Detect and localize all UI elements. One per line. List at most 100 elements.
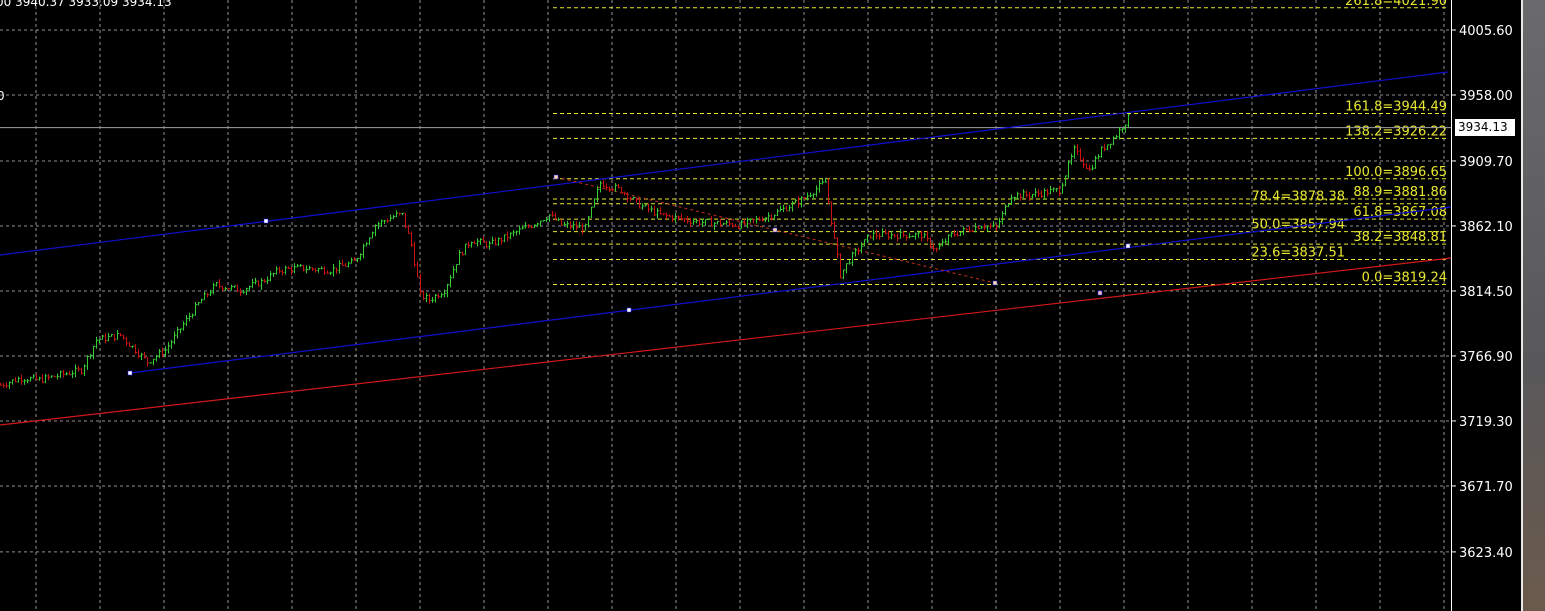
price-bar [863,239,866,247]
price-bar [1046,188,1049,197]
price-bar [1094,155,1097,169]
price-bar [1025,190,1028,198]
price-bar [437,293,440,299]
price-bar [245,287,248,296]
price-bar [1067,160,1070,179]
price-bar [137,349,140,359]
price-bar [1112,136,1115,146]
price-bar [653,205,656,217]
price-bar [620,186,623,194]
price-bar [134,344,137,355]
price-bar [113,334,116,342]
price-bar [1100,146,1103,158]
price-bar [266,276,269,285]
price-bar [158,349,161,359]
price-bar [377,221,380,230]
price-bar [629,196,632,202]
price-bar [545,217,548,222]
price-bar [17,376,20,383]
price-bar [683,217,686,223]
price-bar [905,234,908,242]
price-bar [830,201,833,226]
price-bar [77,365,80,372]
price-bar [710,216,713,227]
price-bar [902,231,905,238]
price-bar [980,225,983,230]
price-bar [557,217,560,222]
price-bar [722,222,725,226]
price-bar [671,214,674,223]
price-bar [890,230,893,240]
price-bar [716,221,719,225]
price-bar [776,208,779,216]
price-bar [1061,182,1064,194]
price-bar [74,364,77,378]
price-bar [533,224,536,229]
price-bar [458,249,461,266]
price-bar [236,284,239,292]
price-bar [293,263,296,274]
price-bar [860,242,863,254]
price-bar [554,212,557,221]
price-bar [389,214,392,222]
price-bar [2,383,5,388]
price-bar [470,241,473,248]
price-bar [476,238,479,247]
price-bar [797,196,800,208]
price-bar [41,374,44,384]
price-bar [161,347,164,358]
price-bar [425,292,428,303]
price-bar [1127,114,1130,128]
price-bar [239,288,242,297]
price-bar [1040,190,1043,198]
price-bar [731,222,734,228]
price-bar [299,263,302,267]
price-bar [215,281,218,287]
price-bar [272,272,275,277]
price-bar [26,379,29,384]
price-bar [107,332,110,342]
price-bar [176,326,179,339]
axis-tick-label: 3909.70 [1459,155,1513,170]
price-bar [1004,204,1007,216]
price-bar [20,374,23,385]
price-bar [599,180,602,193]
price-bar [440,292,443,298]
price-bar [524,221,527,229]
price-bar [638,197,641,209]
price-bar [677,215,680,221]
price-bar [224,286,227,292]
price-bar [728,219,731,227]
price-bar [563,221,566,226]
price-bar [1109,143,1112,149]
price-bar [1103,143,1106,152]
price-bar [641,203,644,210]
price-bar [1022,189,1025,198]
axis-tick-label: 3958.00 [1459,89,1513,104]
price-bar [212,282,215,295]
axis-tick-label: 3862.10 [1459,220,1513,235]
price-bar [92,345,95,360]
price-bar [164,346,167,358]
price-bar [590,206,593,218]
price-bar [122,334,125,340]
cut-label: 0 [0,89,5,103]
price-bar [452,266,455,279]
price-bar [707,218,710,220]
price-bar [29,376,32,382]
price-bar [350,257,353,264]
price-bar [929,237,932,249]
price-bar [182,321,185,331]
price-bar [515,230,518,236]
price-bar [401,212,404,216]
support-trendline [0,257,1452,426]
price-bar [974,222,977,233]
price-bar [770,214,773,221]
price-bar [320,266,323,270]
price-bar [623,191,626,196]
price-bar [659,206,662,215]
price-bar [1055,188,1058,192]
price-bar [971,229,974,232]
